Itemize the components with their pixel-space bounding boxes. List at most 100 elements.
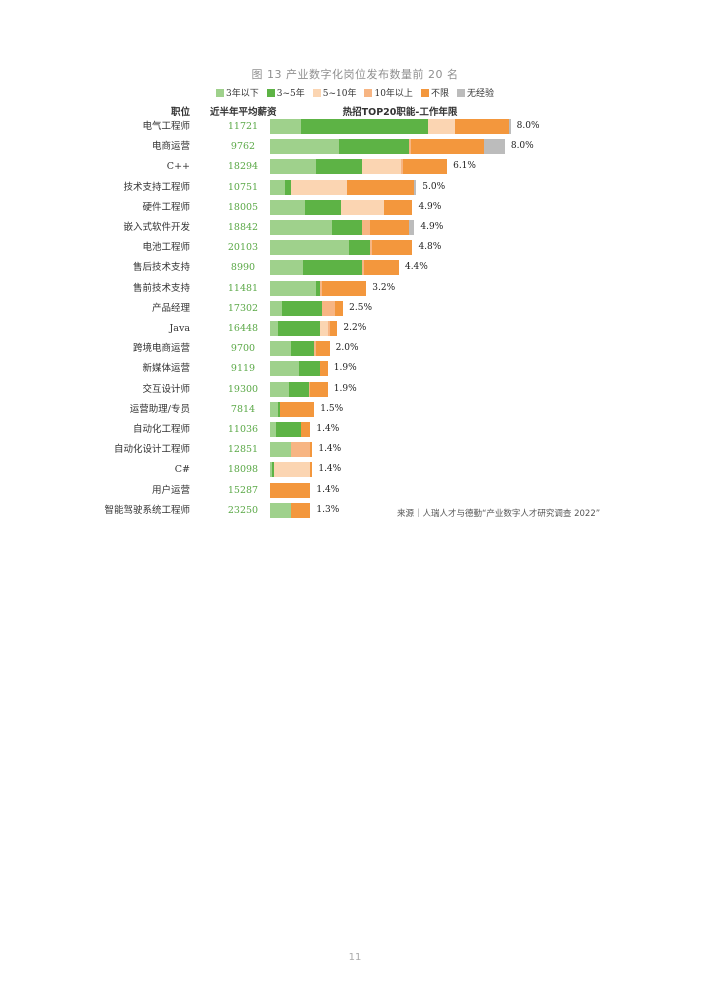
chart-row: C# 18098 1.4% bbox=[0, 462, 710, 478]
job-name: 用户运营 bbox=[151, 484, 190, 496]
chart-row: 运营助理/专员 7814 1.5% bbox=[0, 401, 710, 417]
legend-item: 10年以上 bbox=[364, 86, 413, 99]
job-name: C++ bbox=[166, 161, 190, 173]
bar-segment bbox=[270, 179, 286, 195]
legend-item: 3~5年 bbox=[266, 86, 305, 99]
job-name: 硬件工程师 bbox=[142, 201, 190, 213]
bar-segment bbox=[483, 139, 505, 155]
bar-segment bbox=[410, 139, 484, 155]
bar-segment bbox=[281, 300, 322, 316]
bar-segment bbox=[362, 159, 401, 175]
page-number: 11 bbox=[348, 952, 362, 963]
job-salary: 18294 bbox=[227, 161, 259, 173]
chart-row: 嵌入式软件开发 18842 4.9% bbox=[0, 220, 710, 235]
bar-segment bbox=[270, 502, 292, 518]
bar-segment bbox=[270, 220, 332, 235]
job-name: 产品经理 bbox=[151, 302, 190, 314]
bar-segment bbox=[310, 462, 313, 478]
chart-legend: 3年以下 3~5年 5~10年 10年以上 不限 无经验 bbox=[0, 86, 710, 99]
bar-segment bbox=[508, 119, 511, 134]
bar-total-label: 4.4% bbox=[404, 262, 428, 273]
bar-track: 1.3% bbox=[270, 502, 590, 518]
bar-segment bbox=[300, 119, 428, 134]
job-salary: 20103 bbox=[227, 242, 259, 254]
legend-label: 不限 bbox=[430, 89, 449, 99]
bar-segment bbox=[270, 260, 303, 276]
bar-segment bbox=[270, 139, 340, 155]
bar-segment bbox=[370, 220, 409, 235]
bar-segment bbox=[348, 240, 371, 256]
bar-segment bbox=[362, 220, 371, 235]
chart-row: C++ 18294 6.1% bbox=[0, 159, 710, 175]
bar-total-label: 5.0% bbox=[422, 181, 446, 192]
chart-row: 新媒体运营 9119 1.9% bbox=[0, 361, 710, 377]
bar-segment bbox=[347, 179, 415, 195]
bar-segment bbox=[370, 240, 373, 256]
job-name: 新媒体运营 bbox=[142, 363, 190, 375]
chart-row: 电商运营 9762 8.0% bbox=[0, 139, 710, 155]
bar-total-label: 2.5% bbox=[349, 302, 373, 313]
bar-segment bbox=[331, 220, 363, 235]
bar-segment bbox=[321, 300, 336, 316]
legend-swatch bbox=[420, 89, 429, 97]
job-name: 智能驾驶系统工程师 bbox=[104, 504, 190, 516]
bar-track: 1.9% bbox=[270, 381, 590, 397]
chart-title: 图 13 产业数字化岗位发布数量前 20 名 bbox=[251, 68, 459, 81]
bar-track: 1.4% bbox=[270, 462, 590, 478]
job-salary: 9119 bbox=[230, 363, 256, 375]
bar-segment bbox=[327, 321, 330, 336]
bar-segment bbox=[304, 199, 342, 215]
bar-total-label: 4.9% bbox=[418, 201, 442, 212]
bar-segment bbox=[285, 179, 292, 195]
bar-segment bbox=[372, 240, 413, 256]
job-name: 电池工程师 bbox=[142, 242, 190, 254]
legend-label: 10年以上 bbox=[374, 89, 413, 99]
bar-total-label: 2.0% bbox=[335, 343, 359, 354]
bar-track: 5.0% bbox=[270, 179, 590, 195]
bar-segment bbox=[408, 220, 415, 235]
bar-track: 1.4% bbox=[270, 482, 590, 498]
legend-swatch bbox=[312, 89, 321, 97]
legend-label: 5~10年 bbox=[322, 89, 357, 99]
job-salary: 16448 bbox=[227, 323, 259, 334]
bar-track: 8.0% bbox=[270, 119, 590, 134]
bar-segment bbox=[300, 422, 311, 437]
bar-total-label: 8.0% bbox=[516, 121, 540, 131]
chart-row: 电气工程师 11721 8.0% bbox=[0, 119, 710, 134]
bar-segment bbox=[270, 422, 276, 437]
bar-segment bbox=[454, 119, 509, 134]
bar-segment bbox=[408, 139, 411, 155]
bar-segment bbox=[316, 341, 330, 357]
chart-row: 技术支持工程师 10751 5.0% bbox=[0, 179, 710, 195]
job-name: 自动化设计工程师 bbox=[113, 444, 190, 456]
job-salary: 18005 bbox=[227, 201, 259, 213]
job-salary: 9762 bbox=[230, 141, 256, 153]
source-note: 来源｜人瑞人才与德勤“产业数字人才研究调查 2022” bbox=[397, 509, 601, 519]
bar-total-label: 1.3% bbox=[316, 504, 340, 515]
bar-segment bbox=[291, 442, 311, 458]
chart-row: Java 16448 2.2% bbox=[0, 321, 710, 336]
job-salary: 15287 bbox=[227, 484, 259, 496]
chart-row: 用户运营 15287 1.4% bbox=[0, 482, 710, 498]
bar-segment bbox=[298, 361, 321, 377]
bar-segment bbox=[271, 462, 274, 478]
bar-total-label: 3.2% bbox=[372, 282, 396, 293]
bar-segment bbox=[270, 119, 301, 134]
legend-item: 不限 bbox=[420, 86, 449, 99]
column-header-job: 职位 bbox=[170, 107, 190, 118]
chart-row: 售前技术支持 11481 3.2% bbox=[0, 280, 710, 296]
bar-track: 1.5% bbox=[270, 401, 590, 417]
bar-segment bbox=[316, 159, 363, 175]
bar-segment bbox=[270, 462, 272, 478]
job-salary: 11721 bbox=[227, 121, 259, 132]
job-salary: 8990 bbox=[230, 262, 256, 274]
chart-row: 产品经理 17302 2.5% bbox=[0, 300, 710, 316]
legend-item: 3年以下 bbox=[216, 86, 259, 99]
bar-track: 2.5% bbox=[270, 300, 590, 316]
job-name: Java bbox=[169, 323, 190, 334]
chart-row: 智能驾驶系统工程师 23250 1.3% bbox=[0, 502, 710, 518]
bar-track: 2.2% bbox=[270, 321, 590, 336]
bar-segment bbox=[270, 300, 282, 316]
bar-track: 1.4% bbox=[270, 422, 590, 437]
bar-segment bbox=[270, 199, 305, 215]
